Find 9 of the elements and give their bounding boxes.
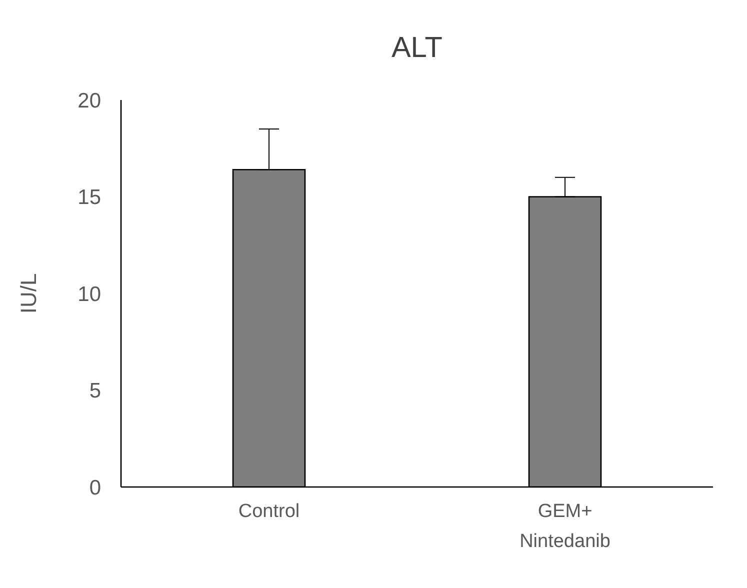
y-tick-label: 20 bbox=[78, 89, 101, 112]
y-tick-label: 15 bbox=[78, 186, 101, 210]
y-axis-title: IU/L bbox=[16, 273, 41, 314]
y-tick-label: 0 bbox=[89, 476, 101, 500]
x-tick-label: GEM+ Nintedanib bbox=[520, 501, 610, 552]
x-tick-label: Control bbox=[238, 501, 300, 522]
y-tick-label: 5 bbox=[89, 380, 101, 403]
y-tick-label: 10 bbox=[78, 282, 101, 306]
chart-title: ALT bbox=[391, 32, 443, 64]
